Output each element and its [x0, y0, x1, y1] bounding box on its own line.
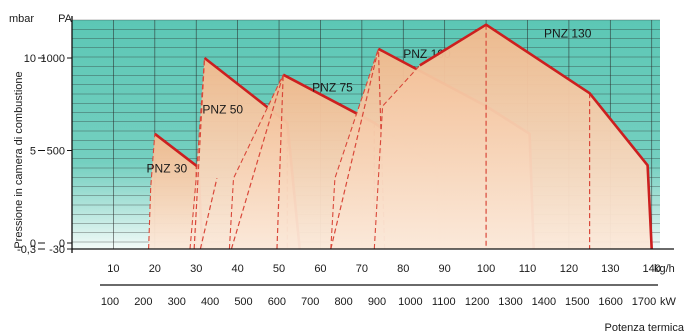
x-tick-label-kw: 1200 [465, 296, 489, 308]
y-tick-label-mbar: 10 [24, 53, 36, 65]
dashed-line-pnz-100 [330, 48, 380, 249]
x-tick-label-kgh: 60 [314, 263, 326, 275]
series-label-pnz-130: PNZ 130 [544, 27, 592, 41]
x-tick-label-kgh: 110 [519, 263, 537, 275]
x-tick-label-kw: 700 [301, 296, 319, 308]
x-tick-label-kw: 800 [334, 296, 352, 308]
x-tick-label-kw: 1500 [565, 296, 589, 308]
x-axis-title-kw: Potenza termica [605, 322, 685, 334]
y-tick-label-mbar: 5 [30, 146, 36, 158]
x-tick-label-kw: 1100 [432, 296, 456, 308]
x-tick-label-kw: 1600 [598, 296, 622, 308]
x-tick-label-kw: 300 [168, 296, 186, 308]
x-unit-kw: kW [660, 296, 677, 308]
x-tick-label-kw: 1000 [398, 296, 422, 308]
dashed-line-pnz-75 [230, 74, 284, 249]
series-pnz-130 [373, 23, 653, 249]
x-tick-label-kw: 1400 [532, 296, 556, 308]
x-tick-label-kw: 900 [368, 296, 386, 308]
y-tick-label-pa: 1000 [41, 53, 65, 65]
x-tick-label-kgh: 20 [149, 263, 161, 275]
y-unit-pa: PA [58, 13, 73, 25]
rising-edge-pnz-75 [228, 74, 284, 249]
area-pnz-130 [374, 24, 652, 249]
boundary-pnz-130 [419, 23, 653, 249]
x-tick-label-kw: 1300 [498, 296, 522, 308]
rising-edge-pnz-100 [330, 48, 379, 249]
x-tick-label-kgh: 80 [397, 263, 409, 275]
x-tick-label-kgh: 140 [643, 263, 661, 275]
rising-edge-pnz-30 [148, 133, 156, 249]
y-tick-label-mbar: -0,3 [17, 244, 36, 256]
y-unit-mbar: mbar [9, 13, 34, 25]
rising-edge-pnz-130 [373, 65, 421, 249]
x-tick-label-kw: 200 [134, 296, 152, 308]
x-tick-label-kgh: 100 [477, 263, 495, 275]
x-tick-label-kgh: 10 [107, 263, 119, 275]
x-tick-label-kgh: 30 [190, 263, 202, 275]
x-tick-label-kw: 1700 [632, 296, 656, 308]
y-tick-label-pa: 500 [47, 146, 65, 158]
y-axis-title: Pressione in camera di combustione [13, 71, 25, 248]
y-tick-label-pa: -30 [49, 244, 65, 256]
x-tick-label-kgh: 120 [560, 263, 578, 275]
series-label-pnz-75: PNZ 75 [312, 80, 353, 94]
x-tick-label-kw: 600 [268, 296, 286, 308]
x-tick-label-kgh: 70 [356, 263, 368, 275]
x-tick-label-kw: 400 [201, 296, 219, 308]
y-tick-label-pa: 0 [59, 238, 65, 250]
x-tick-label-kgh: 130 [601, 263, 619, 275]
dashed-line-pnz-75 [276, 74, 284, 249]
x-tick-label-kw: 100 [101, 296, 119, 308]
area-pnz-30 [148, 133, 203, 249]
series-label-pnz-50: PNZ 50 [202, 103, 243, 117]
series-label-pnz-30: PNZ 30 [147, 162, 188, 176]
x-tick-label-kgh: 50 [273, 263, 285, 275]
x-unit-kgh: kg/h [654, 263, 675, 275]
x-tick-label-kgh: 90 [439, 263, 451, 275]
dashed-line-pnz-50 [199, 178, 218, 249]
y-tick-label-mbar: 0 [30, 238, 36, 250]
x-tick-label-kw: 500 [234, 296, 252, 308]
x-tick-label-kgh: 40 [232, 263, 244, 275]
